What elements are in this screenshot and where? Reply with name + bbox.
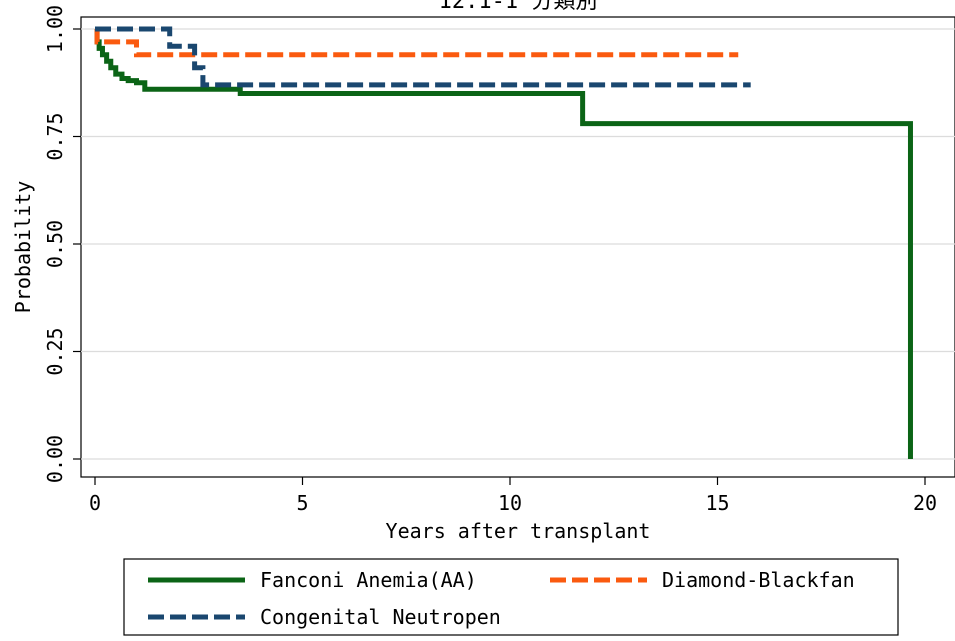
x-tick-label: 20	[913, 491, 937, 515]
x-axis-title: Years after transplant	[386, 519, 651, 543]
chart-title: 12.1-1 分類別	[439, 0, 598, 14]
legend: Fanconi Anemia(AA) Diamond-Blackfan Congen…	[123, 558, 899, 636]
x-tick-label: 5	[296, 491, 308, 515]
y-tick-label: 0.50	[43, 220, 67, 268]
x-tick-label: 0	[89, 491, 101, 515]
y-tick-label: 0.75	[43, 112, 67, 160]
y-axis-title: Probability	[11, 181, 35, 313]
x-tick-label: 15	[705, 491, 729, 515]
legend-label-0: Fanconi Anemia(AA)	[260, 568, 477, 592]
series-lines	[94, 26, 913, 459]
legend-label-2: Congenital Neutropen	[260, 605, 501, 629]
y-tick-label: 1.00	[43, 5, 67, 53]
axes: 0.00 0.25 0.50 0.75 1.00 0 5 10 15 20	[43, 5, 937, 515]
series-line-0	[94, 26, 913, 459]
series-line-2	[95, 26, 751, 88]
plot-area	[80, 16, 955, 478]
legend-box	[123, 558, 899, 636]
legend-label-1: Diamond-Blackfan	[662, 568, 855, 592]
y-tick-label: 0.25	[43, 327, 67, 375]
y-tick-label: 0.00	[43, 435, 67, 483]
grid-lines	[81, 28, 955, 460]
x-tick-label: 10	[498, 491, 522, 515]
series-line-1	[94, 26, 739, 58]
